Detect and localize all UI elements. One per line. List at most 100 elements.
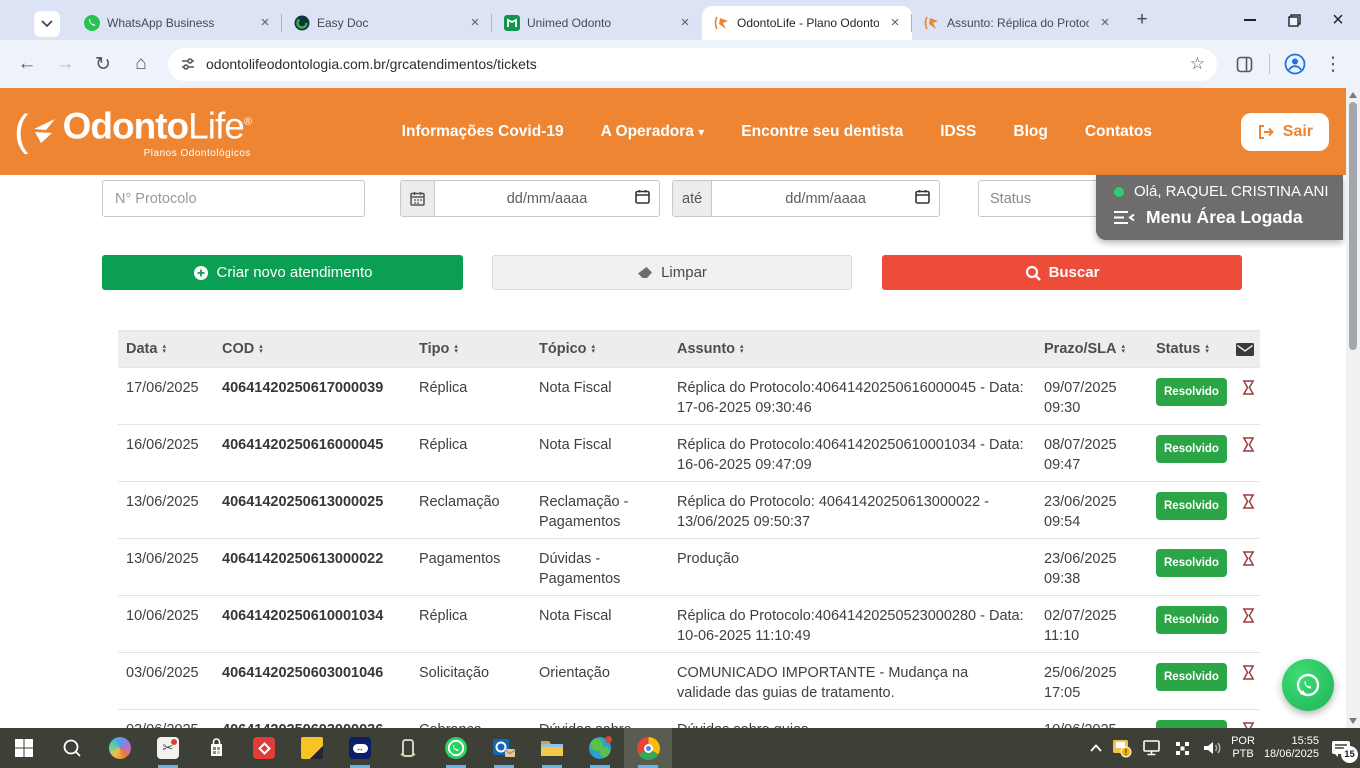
taskbar-outlook-button[interactable]: [480, 728, 528, 768]
scrollbar-thumb[interactable]: [1349, 102, 1357, 350]
table-row[interactable]: 13/06/2025 40641420250613000022 Pagament…: [118, 539, 1260, 596]
table-row[interactable]: 13/06/2025 40641420250613000025 Reclamaç…: [118, 482, 1260, 539]
bookmark-star-icon[interactable]: ☆: [1189, 54, 1205, 73]
date-to-field[interactable]: até dd/mm/aaaa: [672, 180, 940, 217]
date-from-value[interactable]: dd/mm/aaaa: [506, 190, 588, 207]
tab-close-icon[interactable]: ×: [260, 14, 270, 31]
tab-close-icon[interactable]: ×: [680, 14, 690, 31]
logged-area-menu[interactable]: Menu Área Logada: [1114, 207, 1343, 228]
col-topico[interactable]: Tópico ▴ ▾: [539, 341, 596, 357]
notification-center-button[interactable]: 15: [1328, 735, 1358, 763]
taskbar-phone-link-button[interactable]: [384, 728, 432, 768]
hourglass-icon[interactable]: [1234, 482, 1260, 538]
hourglass-icon[interactable]: [1234, 710, 1260, 728]
side-panel-icon[interactable]: [1227, 47, 1261, 81]
profile-avatar[interactable]: [1278, 47, 1312, 81]
language-indicator[interactable]: POR PTB: [1231, 735, 1255, 760]
table-row[interactable]: 03/06/2025 40641420250603001046 Solicita…: [118, 653, 1260, 710]
hourglass-icon[interactable]: [1234, 425, 1260, 481]
dropbox-icon[interactable]: [1173, 739, 1193, 757]
sort-icon[interactable]: ▴ ▾: [591, 342, 596, 356]
tab-assunto-replica[interactable]: Assunto: Réplica do Protoco ×: [911, 6, 1122, 40]
nav-covid[interactable]: Informações Covid-19: [401, 122, 564, 140]
logout-button[interactable]: Sair: [1240, 113, 1329, 151]
sort-icon[interactable]: ▴ ▾: [1205, 342, 1209, 356]
table-row[interactable]: 10/06/2025 40641420250610001034 Réplica …: [118, 596, 1260, 653]
col-data[interactable]: Data ▴ ▾: [126, 341, 166, 357]
forward-icon[interactable]: →: [55, 53, 75, 74]
printer-warning-icon[interactable]: !: [1111, 738, 1133, 758]
protocol-input[interactable]: [102, 180, 365, 217]
whatsapp-fab-button[interactable]: [1282, 659, 1334, 711]
hourglass-icon[interactable]: [1234, 368, 1260, 424]
taskbar-chrome-button[interactable]: [624, 728, 672, 768]
taskbar-clock[interactable]: 15:55 18/06/2025: [1263, 735, 1319, 760]
start-button[interactable]: [0, 728, 48, 768]
col-status[interactable]: Status ▴ ▾: [1156, 341, 1209, 357]
sort-icon[interactable]: ▴ ▾: [162, 342, 166, 356]
window-minimize-button[interactable]: [1228, 0, 1272, 40]
taskbar-copilot-button[interactable]: [96, 728, 144, 768]
hourglass-icon[interactable]: [1234, 596, 1260, 652]
table-row[interactable]: 16/06/2025 40641420250616000045 Réplica …: [118, 425, 1260, 482]
tab-easy-doc[interactable]: Easy Doc ×: [281, 6, 492, 40]
reload-icon[interactable]: ↻: [95, 53, 111, 75]
clear-button[interactable]: Limpar: [492, 255, 852, 290]
tray-chevron-up-icon[interactable]: [1090, 744, 1102, 752]
search-button[interactable]: Buscar: [882, 255, 1242, 290]
speaker-icon[interactable]: [1202, 739, 1222, 757]
address-bar[interactable]: odontolifeodontologia.com.br/grcatendime…: [168, 47, 1217, 81]
url-text[interactable]: odontolifeodontologia.com.br/grcatendime…: [206, 56, 537, 72]
taskbar-browser-globe-button[interactable]: [576, 728, 624, 768]
taskbar-search-button[interactable]: [48, 728, 96, 768]
sort-icon[interactable]: ▴ ▾: [454, 342, 458, 356]
create-ticket-button[interactable]: Criar novo atendimento: [102, 255, 463, 290]
new-tab-button[interactable]: +: [1136, 9, 1148, 30]
scroll-down-icon[interactable]: [1349, 718, 1357, 724]
datepicker-icon[interactable]: [635, 189, 650, 208]
sort-icon[interactable]: ▴ ▾: [259, 342, 263, 356]
menu-kebab-icon[interactable]: ⋮: [1323, 53, 1343, 75]
back-icon[interactable]: ←: [17, 53, 37, 74]
tab-close-icon[interactable]: ×: [1100, 14, 1110, 31]
tab-odontolife-active[interactable]: OdontoLife - Plano Odontol ×: [702, 6, 912, 40]
nav-contatos[interactable]: Contatos: [1084, 122, 1152, 140]
nav-idss[interactable]: IDSS: [940, 122, 977, 140]
sort-icon[interactable]: ▴ ▾: [1121, 342, 1126, 356]
taskbar-store-button[interactable]: [192, 728, 240, 768]
hourglass-icon[interactable]: [1234, 539, 1260, 595]
tab-unimed-odonto[interactable]: Unimed Odonto ×: [491, 6, 702, 40]
datepicker-icon[interactable]: [915, 189, 930, 208]
col-tipo[interactable]: Tipo ▴ ▾: [419, 341, 458, 357]
table-row[interactable]: 03/06/2025 40641420250603000036 Cobrança…: [118, 710, 1260, 728]
taskbar-explorer-button[interactable]: [528, 728, 576, 768]
taskbar-red-app-button[interactable]: [240, 728, 288, 768]
date-to-value[interactable]: dd/mm/aaaa: [785, 190, 866, 207]
network-display-icon[interactable]: [1142, 739, 1164, 757]
col-prazo[interactable]: Prazo/SLA ▴ ▾: [1044, 341, 1126, 357]
taskbar-sticky-notes-button[interactable]: [288, 728, 336, 768]
tab-close-icon[interactable]: ×: [890, 14, 900, 31]
window-restore-button[interactable]: [1272, 0, 1316, 40]
site-settings-icon[interactable]: [180, 56, 196, 72]
page-scrollbar[interactable]: [1346, 88, 1360, 728]
nav-blog[interactable]: Blog: [1013, 122, 1048, 140]
nav-dentista[interactable]: Encontre seu dentista: [741, 122, 904, 140]
tab-search-button[interactable]: [34, 11, 60, 37]
table-row[interactable]: 17/06/2025 40641420250617000039 Réplica …: [118, 368, 1260, 425]
window-close-button[interactable]: ×: [1332, 8, 1344, 31]
sort-icon[interactable]: ▴ ▾: [740, 342, 744, 356]
date-from-field[interactable]: dd/mm/aaaa: [400, 180, 660, 217]
taskbar-teamviewer-button[interactable]: ↔: [336, 728, 384, 768]
col-assunto[interactable]: Assunto ▴ ▾: [677, 341, 744, 357]
col-cod[interactable]: COD ▴ ▾: [222, 341, 263, 357]
hourglass-icon[interactable]: [1234, 653, 1260, 709]
tab-whatsapp-business[interactable]: WhatsApp Business ×: [72, 6, 282, 40]
site-logo[interactable]: ( OdontoLife® Planos Odontológicos: [14, 104, 252, 159]
taskbar-snipping-button[interactable]: ✂: [144, 728, 192, 768]
nav-operadora[interactable]: A Operadora ▾: [600, 122, 705, 140]
home-icon[interactable]: ⌂: [135, 53, 147, 74]
tab-close-icon[interactable]: ×: [470, 14, 480, 31]
scroll-up-icon[interactable]: [1349, 92, 1357, 98]
taskbar-whatsapp-button[interactable]: [432, 728, 480, 768]
